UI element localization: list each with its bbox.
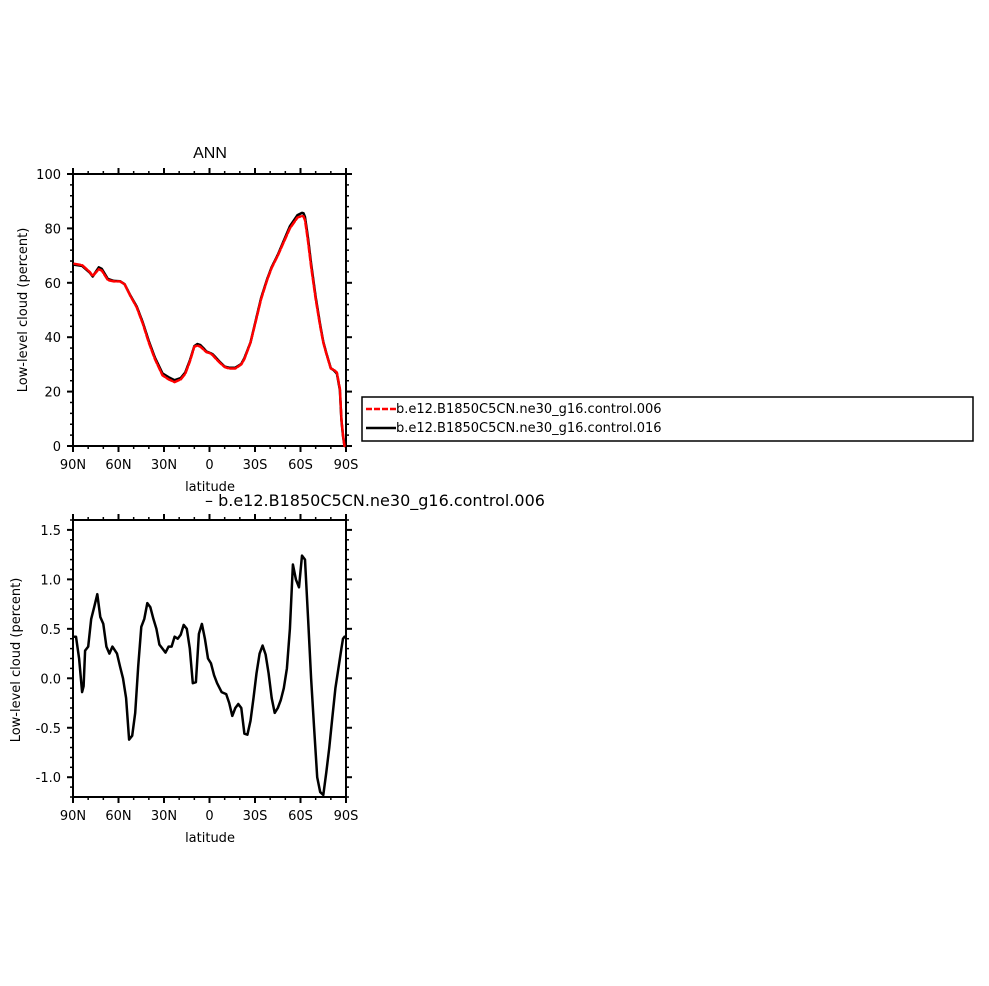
bottom-axis-ticks: 90N 60N 30N 0 30S 60S 90S -1.0 -0.5 0.0 0.5 1.0 1.5 — [36, 514, 359, 824]
legend-label-series-1: b.e12.B1850C5CN.ne30_g16.control.006 — [396, 402, 662, 417]
bottom-xtick-label: 30N — [151, 809, 177, 824]
bottom-ytick-label: 1.5 — [40, 524, 61, 539]
top-y-axis-label: Low-level cloud (percent) — [16, 228, 31, 393]
bottom-xtick-label: 30S — [243, 809, 268, 824]
top-ytick-label: 60 — [44, 277, 61, 292]
top-axis-ticks: 90N 60N 30N 0 30S 60S 90S 0 20 40 60 80 100 — [36, 168, 358, 473]
top-xtick-label: 30N — [151, 458, 177, 473]
top-x-axis-label: latitude — [185, 480, 235, 495]
bottom-xtick-label: 90N — [60, 809, 86, 824]
bottom-ytick-label: -1.0 — [36, 771, 61, 786]
bottom-chart-series-label: – b.e12.B1850C5CN.ne30_g16.control.006 — [205, 491, 545, 511]
top-ytick-label: 100 — [36, 168, 61, 183]
top-series-line-1 — [73, 214, 346, 448]
top-panel: ANN 90N 60N 30N 0 30S 60S 90S 0 20 40 60 80 100 lati… — [16, 145, 358, 495]
bottom-y-axis-label: Low-level cloud (percent) — [9, 578, 24, 743]
legend: b.e12.B1850C5CN.ne30_g16.control.006 b.e… — [361, 396, 974, 442]
bottom-xtick-label: 90S — [334, 809, 359, 824]
top-chart-title: ANN — [193, 145, 227, 162]
top-xtick-label: 30S — [243, 458, 268, 473]
bottom-series-line-1 — [73, 554, 346, 797]
top-ytick-label: 0 — [53, 440, 61, 455]
top-xtick-label: 90S — [334, 458, 359, 473]
legend-box — [361, 396, 974, 442]
top-ytick-label: 80 — [44, 222, 61, 237]
top-ytick-label: 40 — [44, 331, 61, 346]
bottom-xtick-label: 0 — [205, 809, 213, 824]
top-xtick-label: 60S — [288, 458, 313, 473]
bottom-ytick-label: 0.5 — [40, 623, 61, 638]
top-series-group — [73, 211, 346, 448]
bottom-ytick-label: 1.0 — [40, 573, 61, 588]
bottom-x-axis-label: latitude — [185, 831, 235, 846]
top-xtick-label: 0 — [205, 458, 213, 473]
top-xtick-label: 90N — [60, 458, 86, 473]
bottom-ytick-label: 0.0 — [40, 672, 61, 687]
bottom-xtick-label: 60N — [105, 809, 131, 824]
top-ytick-label: 20 — [44, 386, 61, 401]
top-series-line-2 — [73, 211, 346, 448]
bottom-ytick-label: -0.5 — [36, 722, 61, 737]
legend-label-series-2: b.e12.B1850C5CN.ne30_g16.control.016 — [396, 421, 662, 436]
bottom-xtick-label: 60S — [288, 809, 313, 824]
bottom-panel: – b.e12.B1850C5CN.ne30_g16.control.006 9… — [9, 491, 545, 846]
top-xtick-label: 60N — [105, 458, 131, 473]
bottom-series-group — [73, 554, 346, 797]
bottom-series-name: b.e12.B1850C5CN.ne30_g16.control.006 — [218, 491, 545, 511]
bottom-series-dash: – — [205, 491, 218, 510]
